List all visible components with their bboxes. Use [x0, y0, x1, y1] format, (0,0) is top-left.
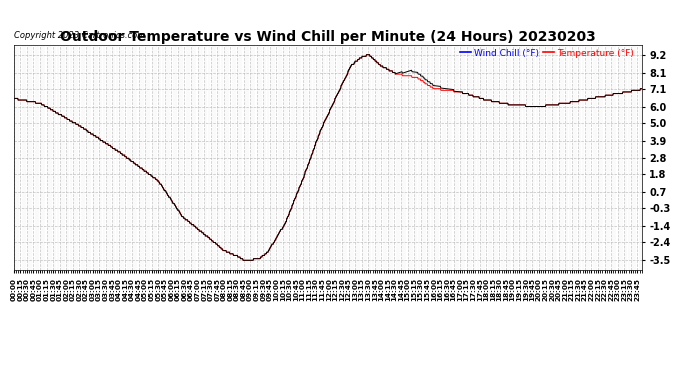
Text: Copyright 2023 Cartronics.com: Copyright 2023 Cartronics.com [14, 32, 145, 40]
Title: Outdoor Temperature vs Wind Chill per Minute (24 Hours) 20230203: Outdoor Temperature vs Wind Chill per Mi… [60, 30, 595, 44]
Legend: Wind Chill (°F), Temperature (°F): Wind Chill (°F), Temperature (°F) [457, 45, 637, 61]
